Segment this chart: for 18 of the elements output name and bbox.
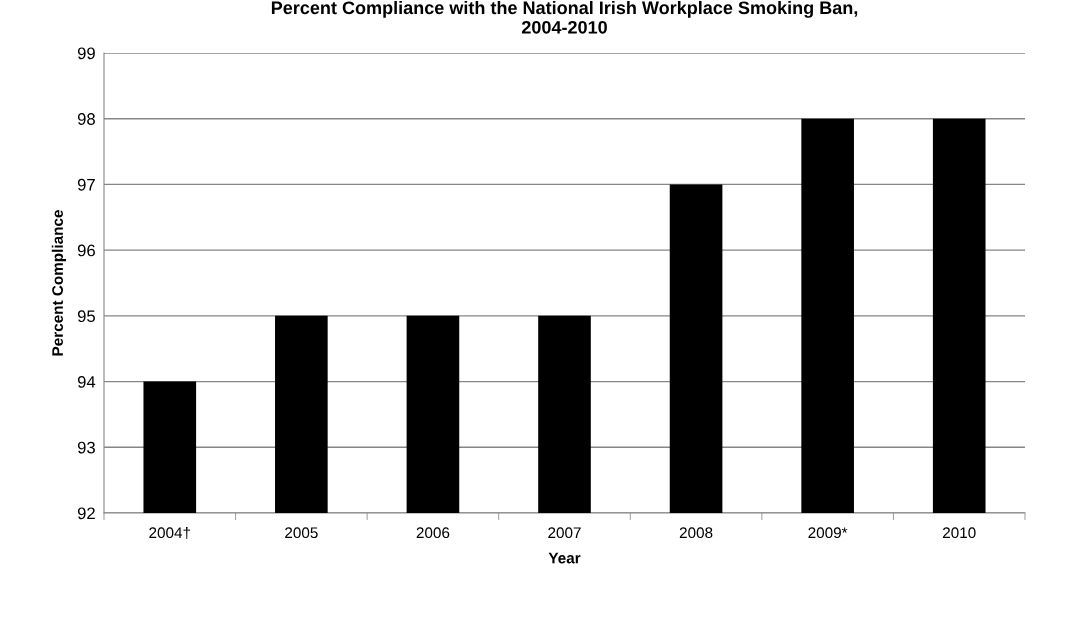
y-axis-title: Percent Compliance bbox=[51, 210, 67, 356]
y-tick-label: 98 bbox=[77, 113, 95, 125]
x-tick-label: 2008 bbox=[679, 527, 713, 539]
y-tick-label: 96 bbox=[77, 244, 95, 257]
x-tick-label: 2010 bbox=[942, 527, 976, 539]
y-tick-label: 92 bbox=[77, 507, 95, 520]
y-tick-label: 93 bbox=[77, 441, 95, 454]
chart-title: Percent Compliance with the National Irish Workplace Smoking Ban, 2004-2010 bbox=[271, 0, 858, 34]
x-tick-label: 2005 bbox=[285, 527, 318, 539]
y-tick-label: 99 bbox=[77, 47, 95, 60]
y-tick-label: 95 bbox=[77, 310, 95, 323]
x-tick-label: 2007 bbox=[548, 527, 581, 539]
x-tick-label: 2004† bbox=[149, 526, 191, 539]
x-tick-label: 2009* bbox=[808, 527, 848, 539]
y-tick-label: 97 bbox=[77, 178, 95, 191]
x-tick-label: 2006 bbox=[416, 527, 450, 539]
y-tick-label: 94 bbox=[77, 375, 96, 388]
x-axis-title: Year bbox=[548, 552, 581, 564]
